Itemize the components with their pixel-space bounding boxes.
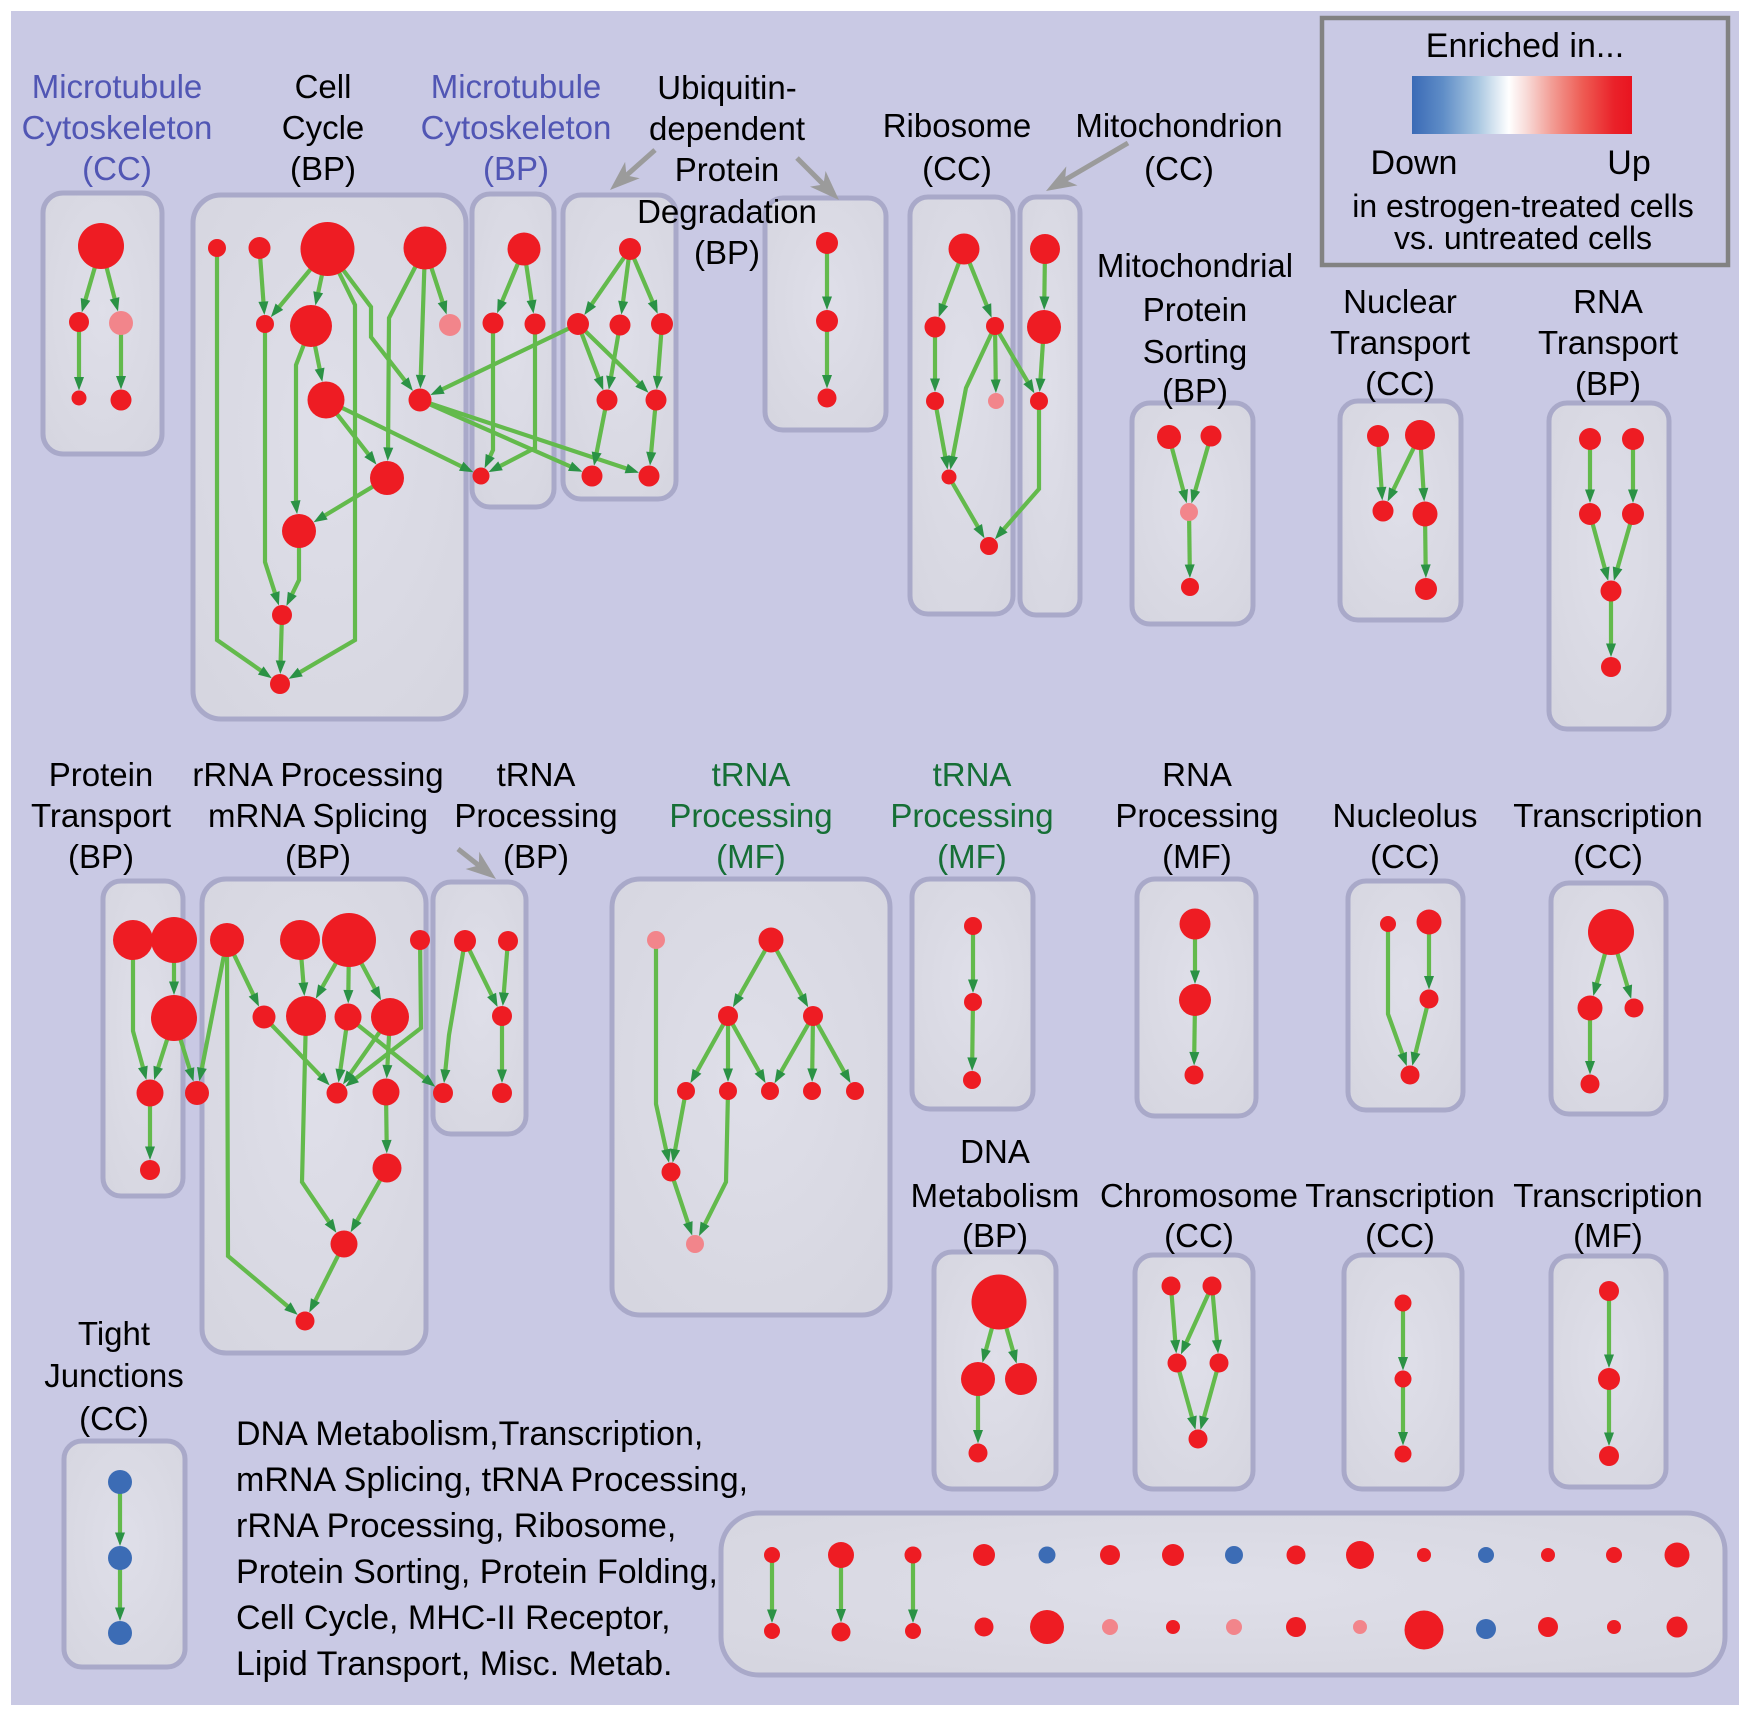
svg-text:(BP): (BP)	[290, 150, 356, 187]
svg-text:Junctions: Junctions	[44, 1357, 183, 1394]
svg-text:DNA Metabolism,Transcription,: DNA Metabolism,Transcription,	[236, 1415, 703, 1453]
svg-text:(MF): (MF)	[716, 838, 786, 875]
svg-text:(CC): (CC)	[922, 150, 992, 187]
svg-text:(MF): (MF)	[1573, 1217, 1643, 1254]
svg-text:(CC): (CC)	[79, 1400, 149, 1437]
svg-text:Transcription: Transcription	[1513, 1177, 1703, 1214]
svg-text:Processing: Processing	[1115, 797, 1278, 834]
svg-text:rRNA Processing: rRNA Processing	[192, 756, 443, 793]
svg-text:Microtubule: Microtubule	[431, 68, 602, 105]
svg-text:RNA: RNA	[1162, 756, 1232, 793]
svg-text:(BP): (BP)	[285, 838, 351, 875]
svg-text:Up: Up	[1607, 144, 1650, 182]
svg-text:Protein: Protein	[1143, 291, 1248, 328]
svg-text:(CC): (CC)	[1365, 1217, 1435, 1254]
svg-text:tRNA: tRNA	[497, 756, 576, 793]
svg-text:Down: Down	[1371, 144, 1458, 182]
svg-text:(MF): (MF)	[1162, 838, 1232, 875]
svg-text:Transport: Transport	[31, 797, 171, 834]
svg-text:Cell: Cell	[295, 68, 352, 105]
svg-text:Cytoskeleton: Cytoskeleton	[22, 109, 213, 146]
svg-text:Processing: Processing	[454, 797, 617, 834]
svg-text:in estrogen-treated cells: in estrogen-treated cells	[1352, 188, 1694, 224]
svg-text:(CC): (CC)	[1370, 838, 1440, 875]
svg-text:(CC): (CC)	[1164, 1217, 1234, 1254]
svg-text:Transport: Transport	[1330, 324, 1470, 361]
svg-text:Processing: Processing	[890, 797, 1053, 834]
svg-text:(BP): (BP)	[694, 234, 760, 271]
svg-text:(BP): (BP)	[962, 1217, 1028, 1254]
svg-text:Cytoskeleton: Cytoskeleton	[421, 109, 612, 146]
svg-text:Metabolism: Metabolism	[911, 1177, 1080, 1214]
svg-text:RNA: RNA	[1573, 283, 1643, 320]
svg-text:Chromosome: Chromosome	[1100, 1177, 1298, 1214]
svg-text:Tight: Tight	[78, 1315, 150, 1352]
svg-text:(CC): (CC)	[82, 150, 152, 187]
svg-text:vs. untreated cells: vs. untreated cells	[1394, 220, 1652, 256]
svg-text:Cell Cycle, MHC-II Receptor,: Cell Cycle, MHC-II Receptor,	[236, 1599, 671, 1637]
svg-text:(BP): (BP)	[1575, 365, 1641, 402]
svg-text:Protein: Protein	[49, 756, 154, 793]
svg-text:(CC): (CC)	[1144, 150, 1214, 187]
svg-text:Lipid Transport, Misc. Metab.: Lipid Transport, Misc. Metab.	[236, 1645, 673, 1683]
svg-text:rRNA Processing, Ribosome,: rRNA Processing, Ribosome,	[236, 1507, 676, 1545]
svg-text:Sorting: Sorting	[1143, 333, 1248, 370]
svg-text:Transcription: Transcription	[1513, 797, 1703, 834]
svg-text:(MF): (MF)	[937, 838, 1007, 875]
svg-text:Enriched in...: Enriched in...	[1426, 27, 1624, 65]
svg-text:Degradation: Degradation	[637, 193, 817, 230]
svg-text:Microtubule: Microtubule	[32, 68, 203, 105]
svg-text:Mitochondrion: Mitochondrion	[1075, 107, 1282, 144]
svg-text:Processing: Processing	[669, 797, 832, 834]
svg-text:Ubiquitin-: Ubiquitin-	[657, 69, 796, 106]
svg-text:Mitochondrial: Mitochondrial	[1097, 247, 1293, 284]
svg-text:(BP): (BP)	[1162, 372, 1228, 409]
svg-text:Protein: Protein	[675, 151, 780, 188]
svg-text:Transport: Transport	[1538, 324, 1678, 361]
svg-text:Transcription: Transcription	[1305, 1177, 1495, 1214]
svg-text:DNA: DNA	[960, 1133, 1030, 1170]
svg-text:Protein Sorting, Protein Foldi: Protein Sorting, Protein Folding,	[236, 1553, 718, 1591]
svg-text:(CC): (CC)	[1573, 838, 1643, 875]
svg-text:(BP): (BP)	[483, 150, 549, 187]
svg-text:(BP): (BP)	[68, 838, 134, 875]
svg-text:Nuclear: Nuclear	[1343, 283, 1457, 320]
svg-text:tRNA: tRNA	[933, 756, 1012, 793]
svg-text:mRNA Splicing: mRNA Splicing	[208, 797, 428, 834]
svg-text:Ribosome: Ribosome	[883, 107, 1032, 144]
svg-text:(CC): (CC)	[1365, 365, 1435, 402]
svg-text:(BP): (BP)	[503, 838, 569, 875]
svg-text:Nucleolus: Nucleolus	[1333, 797, 1478, 834]
svg-text:dependent: dependent	[649, 110, 805, 147]
svg-text:Cycle: Cycle	[282, 109, 365, 146]
svg-text:tRNA: tRNA	[712, 756, 791, 793]
svg-text:mRNA Splicing, tRNA Processing: mRNA Splicing, tRNA Processing,	[236, 1461, 748, 1499]
